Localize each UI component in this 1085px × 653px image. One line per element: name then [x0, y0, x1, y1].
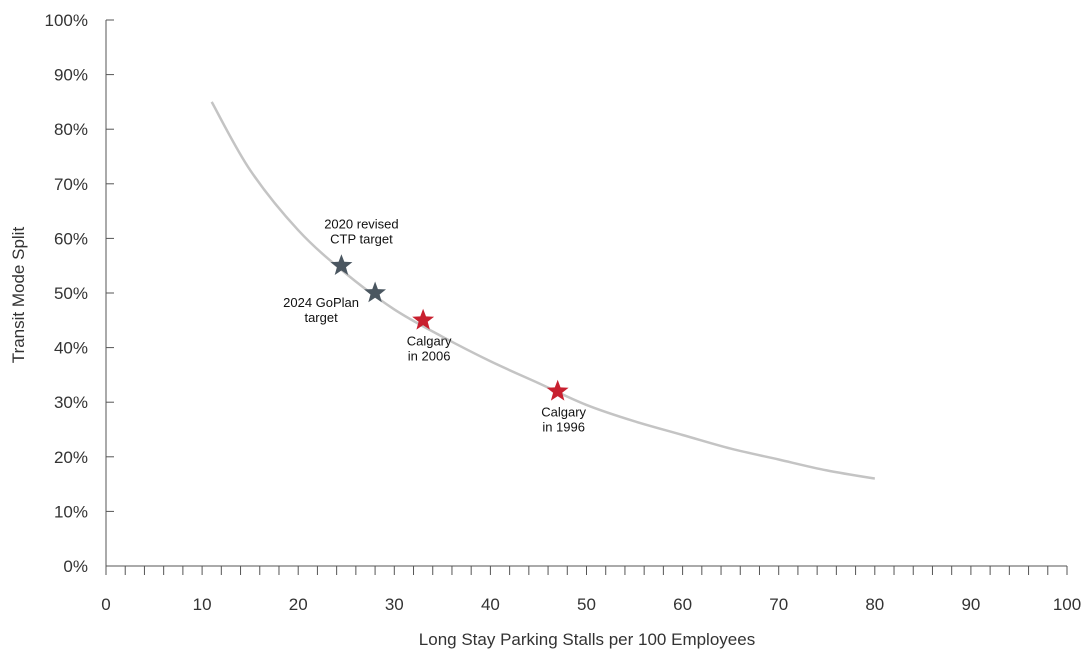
x-tick-label: 10: [193, 595, 212, 614]
x-axis: 0 10 20 30 40 50 60 70 80 90 100: [101, 565, 1081, 614]
point-label: 2020 revised CTP target: [324, 217, 398, 247]
point-label-line: Calgary: [541, 404, 586, 419]
x-tick-label: 0: [101, 595, 110, 614]
trend-curve: [210, 101, 876, 480]
x-tick-label: 70: [769, 595, 788, 614]
y-tick-label: 0%: [63, 557, 88, 576]
y-tick-label: 90%: [54, 66, 88, 85]
y-tick-label: 50%: [54, 284, 88, 303]
y-tick-label: 100%: [45, 11, 88, 30]
x-tick-label: 100: [1053, 595, 1081, 614]
y-tick-label: 10%: [54, 502, 88, 521]
trend-curve-group: [210, 101, 876, 480]
point-label-line: 2024 GoPlan: [283, 295, 359, 310]
x-tick-label: 40: [481, 595, 500, 614]
y-axis: 0% 10% 20% 30% 40% 50% 60% 70% 80% 90% 100%: [45, 11, 114, 576]
star-marker: [546, 379, 569, 401]
point-label-line: CTP target: [330, 232, 393, 247]
x-tick-label: 90: [961, 595, 980, 614]
point-label-line: Calgary: [407, 333, 452, 348]
y-tick-label: 20%: [54, 448, 88, 467]
y-tick-label: 30%: [54, 393, 88, 412]
point-label-line: 2020 revised: [324, 217, 398, 232]
y-axis-title: Transit Mode Split: [9, 227, 28, 364]
point-label: Calgary in 1996: [541, 404, 586, 434]
point-label-line: in 2006: [408, 348, 451, 363]
x-tick-label: 20: [289, 595, 308, 614]
star-marker: [364, 281, 386, 303]
points-group: 2020 revised CTP target 2024 GoPlan target C…: [283, 217, 586, 435]
x-axis-title: Long Stay Parking Stalls per 100 Employe…: [419, 630, 755, 649]
point-label: 2024 GoPlan target: [283, 295, 359, 325]
x-tick-label: 60: [673, 595, 692, 614]
point-label-line: in 1996: [542, 419, 585, 434]
y-tick-label: 60%: [54, 229, 88, 248]
point-label: Calgary in 2006: [407, 333, 452, 363]
x-tick-label: 80: [865, 595, 884, 614]
star-marker: [330, 254, 353, 275]
x-tick-label: 50: [577, 595, 596, 614]
point-label-line: target: [304, 310, 338, 325]
y-tick-label: 80%: [54, 120, 88, 139]
star-marker: [412, 308, 435, 330]
y-tick-label: 40%: [54, 339, 88, 358]
x-tick-label: 30: [385, 595, 404, 614]
y-tick-label: 70%: [54, 175, 88, 194]
